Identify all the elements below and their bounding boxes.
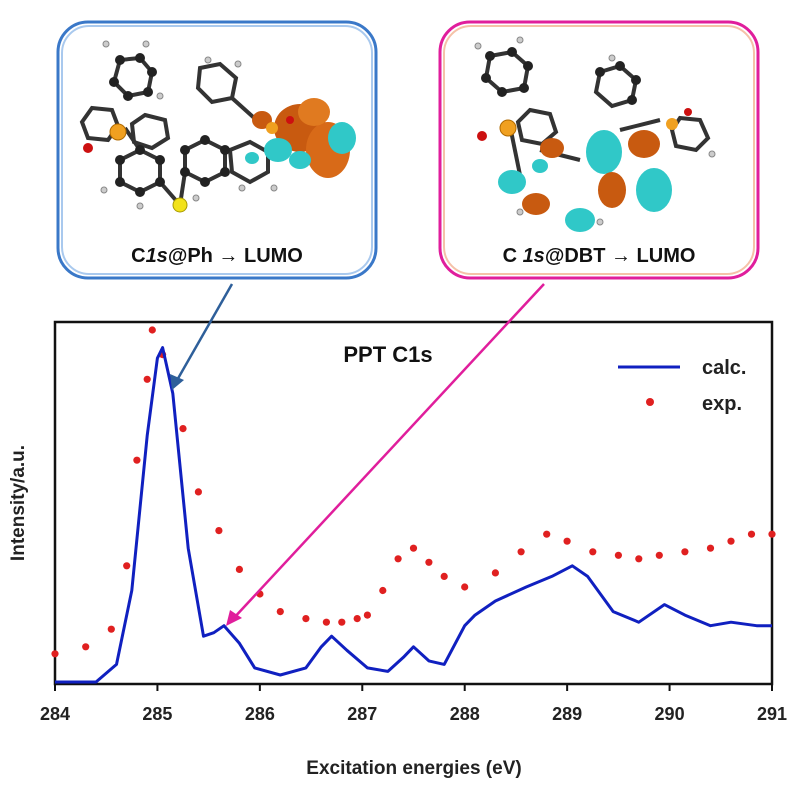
arrow-left-head [170,374,184,390]
exp-point [589,548,597,556]
exp-point [338,618,346,626]
exp-point [563,537,571,545]
orbital-lobes-right [498,130,672,232]
x-tick-label: 287 [347,704,377,724]
exp-point [425,558,433,566]
exp-point [353,615,361,623]
x-tick-label: 290 [655,704,685,724]
panel-left: C1s@Ph → LUMO [56,20,378,280]
atoms-left [83,40,278,213]
series-calc [55,346,772,684]
exp-point [440,572,448,581]
arrow-right [231,283,545,621]
x-tick-label: 286 [245,704,275,724]
panel-left-border [56,20,378,280]
panel-left-label: C1s@Ph → LUMO [131,245,303,267]
exp-point [747,530,756,538]
x-tick-label: 285 [142,704,172,724]
exp-point [82,643,90,651]
plot-area [53,320,774,686]
legend-exp-marker [646,398,654,406]
exp-point [302,615,310,623]
exp-point [491,569,499,577]
exp-point [681,548,689,556]
x-axis-ticks: 284 285 286 287 288 289 290 291 [40,684,787,724]
exp-point [143,375,151,383]
exp-point [614,551,623,559]
exp-point [543,530,551,538]
arrow-right-head [226,610,242,626]
orbital-lobes-left [245,98,356,178]
exp-point [363,611,371,619]
panel-right-label: C 1s@DBT → LUMO [503,245,696,267]
exp-point [107,625,115,633]
exp-point [727,537,735,545]
exp-point [517,548,525,556]
legend-calc-label: calc. [702,357,746,379]
x-tick-label: 288 [450,704,480,724]
exp-point [461,583,469,591]
exp-point [194,488,202,496]
exp-point [51,650,59,658]
exp-point [322,618,330,626]
y-axis-title: Intensity/a.u. [8,445,29,561]
exp-point [148,326,156,334]
chart-title: PPT C1s [343,342,432,367]
legend-exp-label: exp. [702,393,742,415]
atoms-right [474,36,716,226]
exp-point [133,456,141,464]
exp-point [768,530,776,538]
exp-point [379,586,387,595]
calc-line [55,346,772,684]
legend: calc. exp. [618,357,746,415]
exp-point [179,425,187,433]
x-tick-label: 289 [552,704,582,724]
exp-point [276,608,284,616]
exp-point [706,544,715,552]
exp-point [235,565,243,574]
exp-point [409,544,418,552]
x-axis-title: Excitation energies (eV) [306,758,521,779]
x-tick-label: 284 [40,704,70,724]
annotation-arrows [170,283,545,626]
exp-point [655,551,663,559]
exp-point [635,555,643,563]
exp-point [123,562,131,570]
panel-right: C 1s@DBT → LUMO [438,20,760,280]
arrow-left [174,283,234,383]
exp-point [215,527,223,535]
x-tick-label: 291 [757,704,787,724]
series-exp [51,326,776,658]
exp-point [394,555,402,563]
